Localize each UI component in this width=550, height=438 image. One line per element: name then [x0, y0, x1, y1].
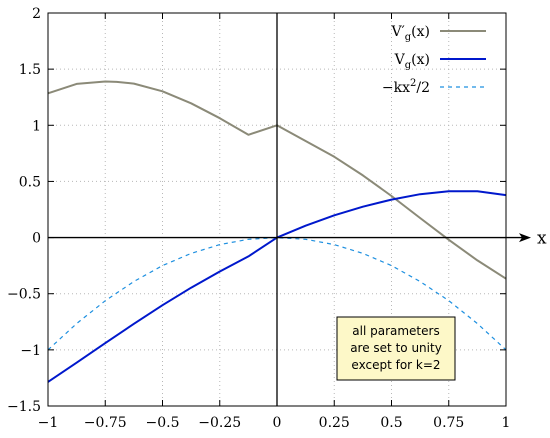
y-tick-label: −1 [20, 343, 41, 359]
x-tick-label: −1 [38, 415, 59, 431]
y-tick-label: −1.5 [7, 399, 41, 415]
y-tick-label: 0.5 [19, 174, 41, 190]
annotation-line: all parameters [352, 324, 439, 338]
legend-label-3: −kx2/2 [382, 78, 430, 96]
series-line-3 [47, 237, 507, 351]
x-tick-label: −0.5 [146, 415, 180, 431]
y-tick-label: 2 [32, 6, 41, 22]
x-axis-arrowhead [519, 233, 531, 243]
x-tick-label: −0.25 [198, 415, 241, 431]
legend-label-1: V′g(x) [390, 24, 430, 43]
annotation-line: except for k=2 [351, 358, 440, 372]
axes [48, 13, 531, 406]
annotation-line: are set to unity [350, 341, 442, 355]
series-line-1 [47, 80, 507, 280]
y-tick-label: 0 [32, 231, 41, 247]
x-tick-label: 0.75 [433, 415, 464, 431]
annotation-background [336, 316, 456, 381]
ticks: −1 −0.75 −0.5 −0.25 0 0.25 0.5 0.75 1−1.5−1−0.50… [7, 6, 510, 431]
x-tick-label: 1 [502, 415, 511, 431]
x-axis-label: x [537, 229, 547, 249]
legend-label-2: Vg(x) [394, 52, 430, 71]
y-tick-label: −0.5 [7, 287, 41, 303]
annotation-box: all parameters are set to unity except for… [336, 316, 456, 381]
x-tick-label: 0 [273, 415, 282, 431]
x-tick-label: 0.5 [380, 415, 402, 431]
x-tick-label: 0.25 [319, 415, 350, 431]
y-tick-label: 1.5 [19, 62, 41, 78]
legend: V′g(x) Vg(x) −kx2/2 [382, 24, 486, 96]
y-tick-label: 1 [32, 118, 41, 134]
x-tick-label: −0.75 [84, 415, 127, 431]
